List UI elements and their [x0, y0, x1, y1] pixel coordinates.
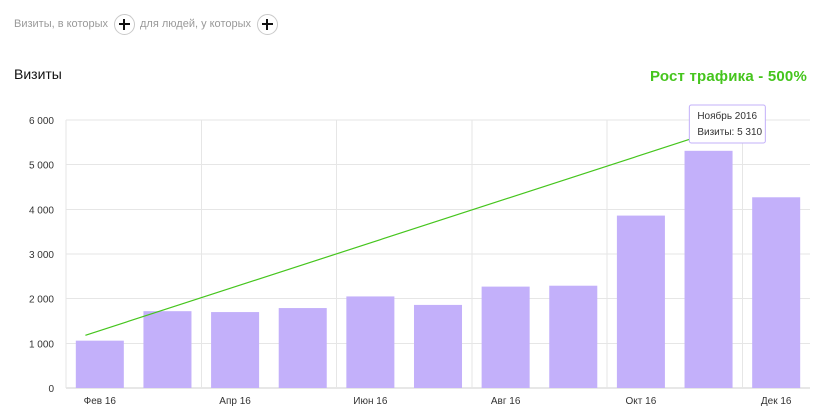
bar-1[interactable] — [75, 340, 124, 388]
bar-11[interactable] — [752, 197, 801, 388]
bars — [75, 150, 801, 388]
tooltip-value: Визиты: 5 310 — [697, 127, 762, 138]
bar-8[interactable] — [549, 285, 598, 388]
bar-5[interactable] — [346, 296, 395, 388]
tooltip-title: Ноябрь 2016 — [697, 110, 757, 122]
bar-4[interactable] — [278, 308, 327, 388]
traffic-growth-annotation: Рост трафика - 500% — [650, 68, 807, 85]
y-tick-label: 0 — [48, 384, 54, 395]
chart-title: Визиты — [14, 66, 62, 82]
add-people-condition-button[interactable] — [257, 13, 278, 35]
y-tick-label: 3 000 — [29, 250, 54, 261]
y-axis: 0 1 000 2 000 3 000 4 000 5 000 6 000 — [29, 116, 54, 395]
bar-6[interactable] — [413, 304, 463, 388]
x-tick-label: Фев 16 — [84, 396, 117, 407]
x-axis: Фев 16 Апр 16 Июн 16 Авг 16 Окт 16 Дек 16 — [84, 396, 792, 407]
tooltip: Ноябрь 2016 Визиты: 5 310 — [688, 104, 766, 144]
y-tick-label: 1 000 — [29, 339, 54, 350]
bar-3[interactable] — [211, 312, 260, 388]
tooltip-box — [688, 104, 766, 144]
plus-icon — [262, 18, 273, 30]
trend-line — [85, 137, 695, 336]
bar-2[interactable] — [143, 311, 192, 388]
add-visit-condition-button[interactable] — [114, 13, 135, 35]
x-tick-label: Окт 16 — [626, 396, 657, 407]
x-tick-label: Авг 16 — [491, 396, 521, 407]
visits-filter-label: Визиты, в которых — [14, 18, 108, 30]
x-tick-label: Дек 16 — [761, 396, 792, 407]
bar-7[interactable] — [481, 286, 530, 388]
y-tick-label: 6 000 — [29, 116, 54, 127]
y-tick-label: 4 000 — [29, 205, 54, 216]
tooltip-layer: Ноябрь 2016 Визиты: 5 310 — [688, 104, 766, 144]
bar-10[interactable] — [684, 150, 733, 388]
people-filter-label: для людей, у которых — [140, 18, 251, 30]
y-tick-label: 5 000 — [29, 161, 54, 172]
y-tick-label: 2 000 — [29, 295, 54, 306]
x-tick-label: Июн 16 — [353, 396, 388, 407]
bar-9[interactable] — [616, 215, 665, 388]
trend-line-layer — [85, 137, 695, 336]
x-tick-label: Апр 16 — [219, 396, 251, 407]
segment-filter-bar: Визиты, в которых для людей, у которых — [14, 12, 283, 36]
plus-icon — [119, 18, 130, 30]
